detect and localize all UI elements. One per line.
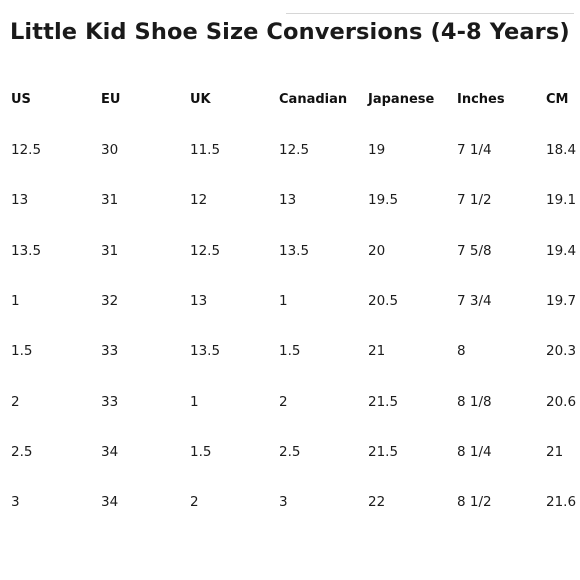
header-cm: CM — [546, 92, 569, 107]
table-cell-japanese: 21.5 — [368, 443, 399, 460]
table-cell-japanese: 20.5 — [368, 292, 399, 309]
table-cell-japanese: 21 — [368, 343, 386, 360]
header-uk: UK — [190, 92, 211, 107]
table-cell-uk: 1.5 — [190, 443, 212, 460]
table-cell-canadian: 12.5 — [279, 142, 310, 158]
table-cell-us: 13.5 — [11, 242, 42, 259]
table-cell-cm: 18.4 — [546, 142, 577, 158]
top-divider — [286, 13, 574, 14]
table-cell-japanese: 21.5 — [368, 393, 399, 410]
table-cell-eu: 34 — [101, 443, 119, 460]
header-canadian: Canadian — [279, 92, 348, 107]
table-cell-eu: 33 — [101, 343, 119, 360]
table-cell-us: 2.5 — [11, 443, 33, 460]
table-cell-inches: 8 1/4 — [457, 443, 492, 460]
table-cell-eu: 31 — [101, 192, 119, 209]
header-inches: Inches — [457, 92, 505, 107]
table-cell-uk: 11.5 — [190, 142, 221, 158]
table-cell-eu: 32 — [101, 292, 119, 309]
table-cell-inches: 7 1/2 — [457, 192, 492, 209]
table-cell-eu: 33 — [101, 393, 119, 410]
table-cell-canadian: 1 — [279, 292, 288, 309]
table-cell-canadian: 1.5 — [279, 343, 301, 360]
table-cell-cm: 20.6 — [546, 393, 577, 410]
table-cell-cm: 19.7 — [546, 292, 577, 309]
table-cell-cm: 21 — [546, 443, 564, 460]
table-cell-eu: 34 — [101, 494, 119, 511]
table-cell-inches: 7 3/4 — [457, 292, 492, 309]
table-cell-inches: 8 — [457, 343, 466, 360]
table-cell-uk: 12.5 — [190, 242, 221, 259]
header-us: US — [11, 92, 31, 107]
table-cell-inches: 7 5/8 — [457, 242, 492, 259]
table-cell-uk: 12 — [190, 192, 208, 209]
table-cell-us: 1 — [11, 292, 20, 309]
table-cell-eu: 31 — [101, 242, 119, 259]
table-cell-inches: 8 1/8 — [457, 393, 492, 410]
table-cell-uk: 13.5 — [190, 343, 221, 360]
table-cell-japanese: 19.5 — [368, 192, 399, 209]
table-cell-cm: 19.1 — [546, 192, 577, 209]
table-cell-us: 3 — [11, 494, 20, 511]
page-title: Little Kid Shoe Size Conversions (4-8 Ye… — [10, 19, 570, 45]
header-japanese: Japanese — [368, 92, 435, 107]
table-cell-us: 13 — [11, 192, 29, 209]
table-cell-cm: 21.6 — [546, 494, 577, 511]
header-eu: EU — [101, 92, 121, 107]
table-cell-canadian: 2 — [279, 393, 288, 410]
table-cell-uk: 2 — [190, 494, 199, 511]
table-cell-canadian: 13 — [279, 192, 297, 209]
table-cell-japanese: 19 — [368, 142, 386, 158]
table-cell-inches: 8 1/2 — [457, 494, 492, 511]
table-cell-eu: 30 — [101, 142, 119, 158]
table-cell-cm: 19.4 — [546, 242, 577, 259]
table-cell-canadian: 2.5 — [279, 443, 301, 460]
table-cell-us: 12.5 — [11, 142, 42, 158]
table-cell-us: 1.5 — [11, 343, 33, 360]
table-cell-inches: 7 1/4 — [457, 142, 492, 158]
table-cell-canadian: 3 — [279, 494, 288, 511]
table-cell-canadian: 13.5 — [279, 242, 310, 259]
table-cell-cm: 20.3 — [546, 343, 577, 360]
table-cell-uk: 13 — [190, 292, 208, 309]
table-cell-japanese: 20 — [368, 242, 386, 259]
table-cell-us: 2 — [11, 393, 20, 410]
table-cell-japanese: 22 — [368, 494, 386, 511]
table-cell-uk: 1 — [190, 393, 199, 410]
